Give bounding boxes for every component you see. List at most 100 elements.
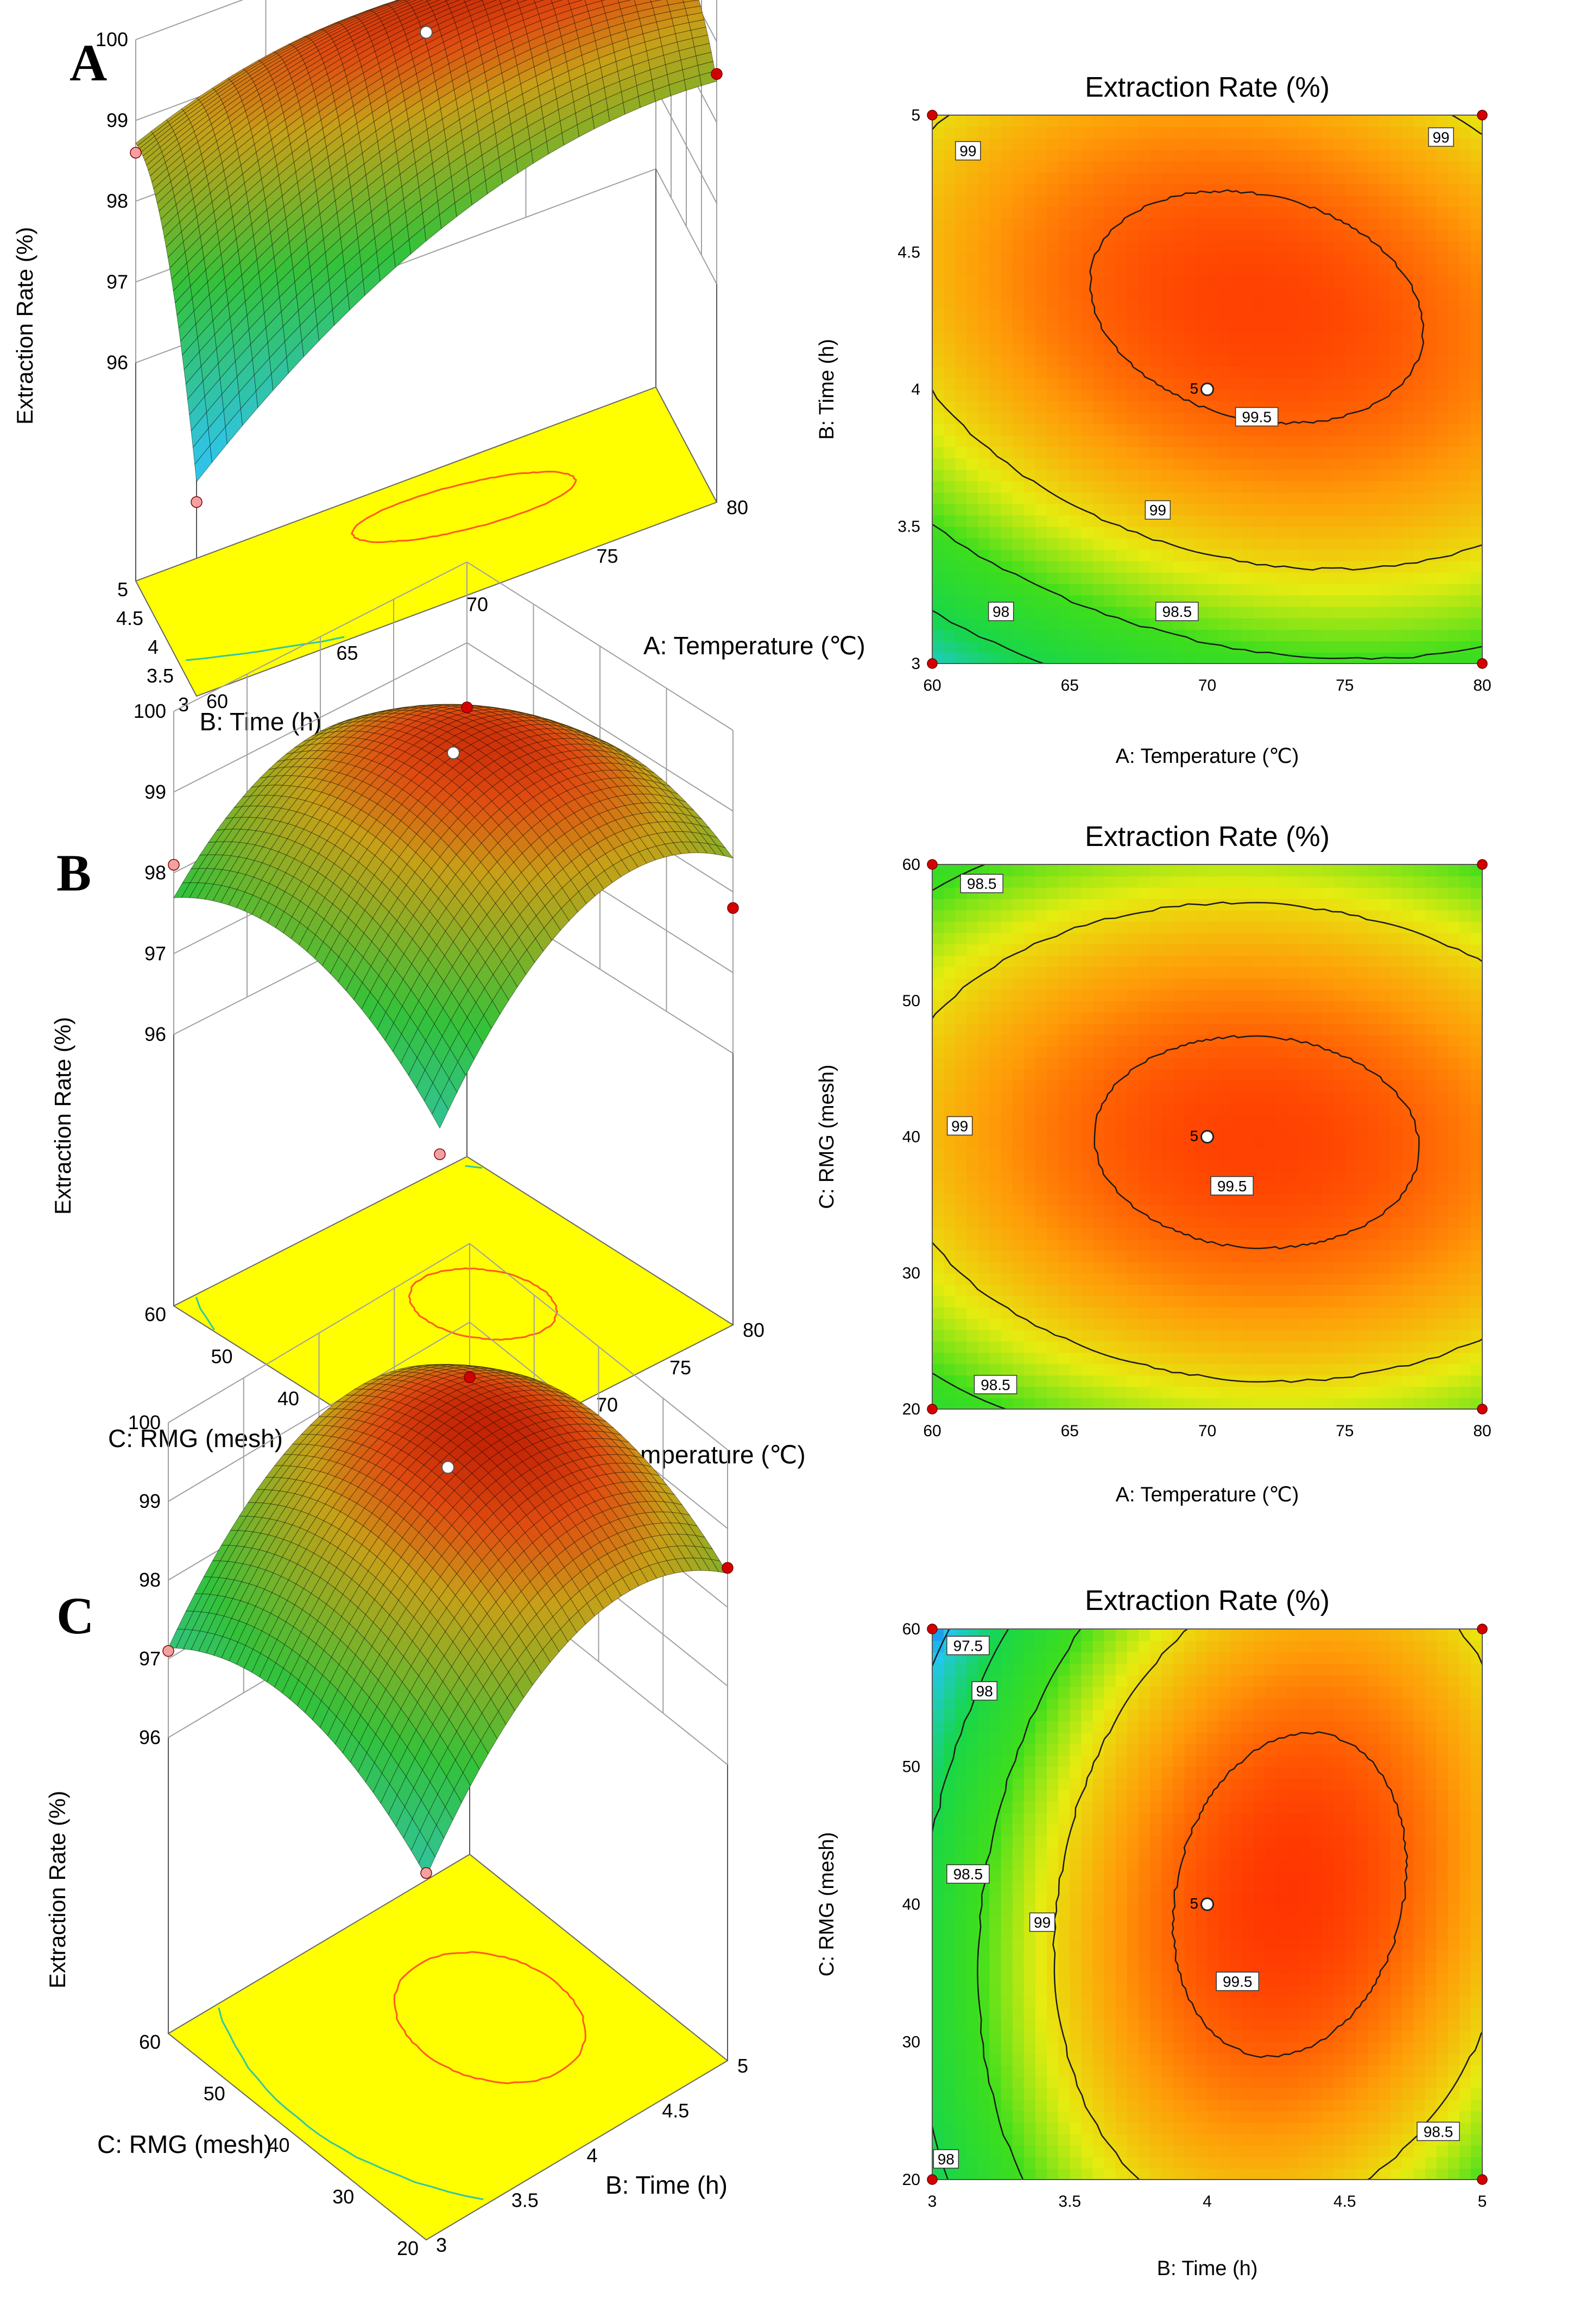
surface-mesh-cell — [575, 784, 593, 796]
colormap-cell — [932, 366, 945, 378]
colormap-cell — [1333, 332, 1345, 344]
colormap-cell — [966, 989, 979, 1001]
colormap-cell — [1173, 378, 1185, 390]
colormap-cell — [1253, 458, 1265, 470]
colormap-cell — [955, 298, 968, 310]
surface-mesh-cell — [564, 733, 581, 740]
surface-mesh-cell — [534, 767, 552, 780]
colormap-cell — [1276, 446, 1288, 459]
colormap-cell — [932, 1159, 945, 1172]
surface-mesh-cell — [453, 928, 470, 953]
colormap-cell — [1322, 458, 1334, 470]
colormap-cell — [1322, 389, 1334, 401]
colormap-cell — [989, 286, 1002, 299]
colormap-cell — [1299, 401, 1311, 413]
colormap-cell — [978, 424, 990, 436]
colormap-cell — [1058, 424, 1071, 436]
colormap-cell — [955, 263, 968, 276]
colormap-cell — [1436, 172, 1449, 185]
colormap-cell — [978, 218, 990, 230]
colormap-cell — [955, 629, 968, 641]
colormap-cell — [1448, 492, 1460, 504]
surface-mesh-cell — [612, 860, 630, 877]
colormap-cell — [1265, 503, 1277, 516]
wall-grid-line — [466, 642, 734, 812]
surface-mesh-cell — [230, 856, 247, 873]
colormap-cell — [1413, 629, 1426, 641]
colormap-cell — [1413, 389, 1426, 401]
colormap-cell — [1287, 538, 1300, 550]
surface-mesh-cell — [208, 409, 226, 446]
colormap-cell — [1161, 424, 1174, 436]
colormap-cell — [966, 1318, 979, 1330]
colormap-cell — [1356, 343, 1368, 356]
colormap-cell — [1161, 218, 1174, 230]
colormap-cell — [1150, 298, 1162, 310]
colormap-cell — [1344, 389, 1357, 401]
colormap-cell — [1276, 469, 1288, 482]
colormap-cell — [1092, 161, 1105, 173]
colormap-cell — [966, 1261, 979, 1274]
colormap-cell — [1184, 458, 1197, 470]
colormap-cell — [1436, 252, 1449, 264]
colormap-cell — [1081, 309, 1094, 321]
colormap-cell — [1299, 286, 1311, 299]
colormap-cell — [978, 1136, 990, 1149]
colormap-cell — [1081, 138, 1094, 150]
surface-mesh-cell — [430, 876, 447, 899]
colormap-cell — [978, 343, 990, 356]
colormap-cell — [1322, 343, 1334, 356]
surface-mesh-cell — [254, 357, 272, 392]
colormap-cell — [1276, 458, 1288, 470]
colormap-cell — [1127, 446, 1139, 459]
colormap-cell — [1047, 526, 1059, 539]
surface-mesh-cell — [225, 408, 243, 445]
colormap-cell — [1265, 149, 1277, 162]
colormap-cell — [1402, 161, 1414, 173]
colormap-cell — [1265, 572, 1277, 584]
surface-mesh-cell — [439, 845, 457, 866]
colormap-cell — [1470, 492, 1482, 504]
colormap-cell — [932, 492, 945, 504]
colormap-cell — [1391, 127, 1403, 138]
colormap-cell — [1436, 549, 1449, 561]
surface-mesh-cell — [595, 870, 613, 890]
colormap-cell — [1081, 549, 1094, 561]
colormap-cell — [966, 1250, 979, 1262]
colormap-cell — [966, 617, 979, 630]
colormap-cell — [955, 967, 968, 978]
colormap-cell — [932, 332, 945, 344]
colormap-cell — [1012, 595, 1025, 607]
colormap-cell — [1207, 640, 1219, 653]
colormap-cell — [1230, 309, 1242, 321]
colormap-cell — [1127, 469, 1139, 482]
z-tick-label: 100 — [134, 700, 166, 722]
colormap-cell — [944, 343, 956, 356]
surface-mesh-cell — [273, 43, 292, 53]
colormap-cell — [955, 389, 968, 401]
colormap-cell — [1344, 332, 1357, 344]
colormap-cell — [1173, 560, 1185, 573]
colormap-cell — [1104, 343, 1116, 356]
colormap-cell — [1322, 286, 1334, 299]
colormap-cell — [1344, 435, 1357, 447]
colormap-cell — [1150, 252, 1162, 264]
colormap-cell — [932, 1034, 945, 1047]
colormap-cell — [1368, 401, 1380, 413]
colormap-cell — [944, 640, 956, 653]
colormap-cell — [1310, 206, 1323, 219]
colormap-cell — [1138, 320, 1151, 333]
colormap-cell — [1425, 617, 1437, 630]
colormap-cell — [1058, 583, 1071, 596]
colormap-cell — [1150, 640, 1162, 653]
colormap-cell — [978, 1341, 990, 1353]
colormap-cell — [1265, 446, 1277, 459]
colormap-cell — [1448, 378, 1460, 390]
colormap-cell — [944, 366, 956, 378]
surface-mesh-cell — [576, 773, 593, 785]
colormap-cell — [989, 583, 1002, 596]
colormap-cell — [1070, 549, 1082, 561]
colormap-cell — [1368, 595, 1380, 607]
colormap-cell — [1448, 355, 1460, 367]
surface-mesh-cell — [245, 285, 263, 316]
